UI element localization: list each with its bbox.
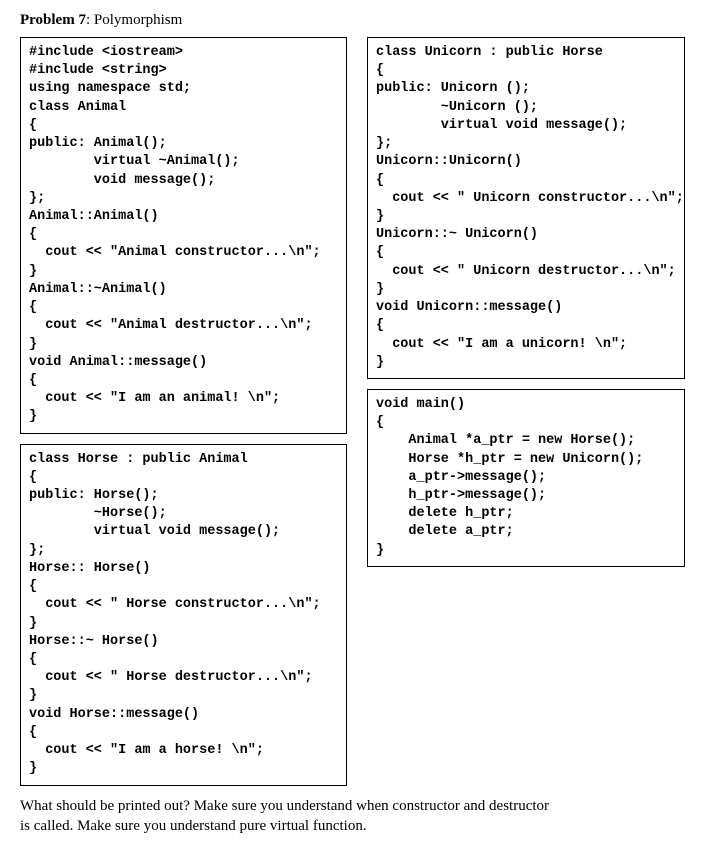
problem-label: Problem 7 [20,12,86,28]
problem-topic: Polymorphism [94,12,182,28]
code-columns: #include <iostream> #include <string> us… [20,37,685,786]
question-line-1: What should be printed out? Make sure yo… [20,798,549,814]
code-box-animal: #include <iostream> #include <string> us… [20,37,347,434]
code-box-horse: class Horse : public Animal { public: Ho… [20,444,347,786]
question-text: What should be printed out? Make sure yo… [20,796,685,837]
problem-title: Problem 7: Polymorphism [20,12,685,29]
problem-colon: : [86,12,94,28]
question-line-2: is called. Make sure you understand pure… [20,818,367,834]
code-box-main: void main() { Animal *a_ptr = new Horse(… [367,389,685,567]
code-box-unicorn: class Unicorn : public Horse { public: U… [367,37,685,379]
left-column: #include <iostream> #include <string> us… [20,37,347,786]
right-column: class Unicorn : public Horse { public: U… [367,37,685,567]
